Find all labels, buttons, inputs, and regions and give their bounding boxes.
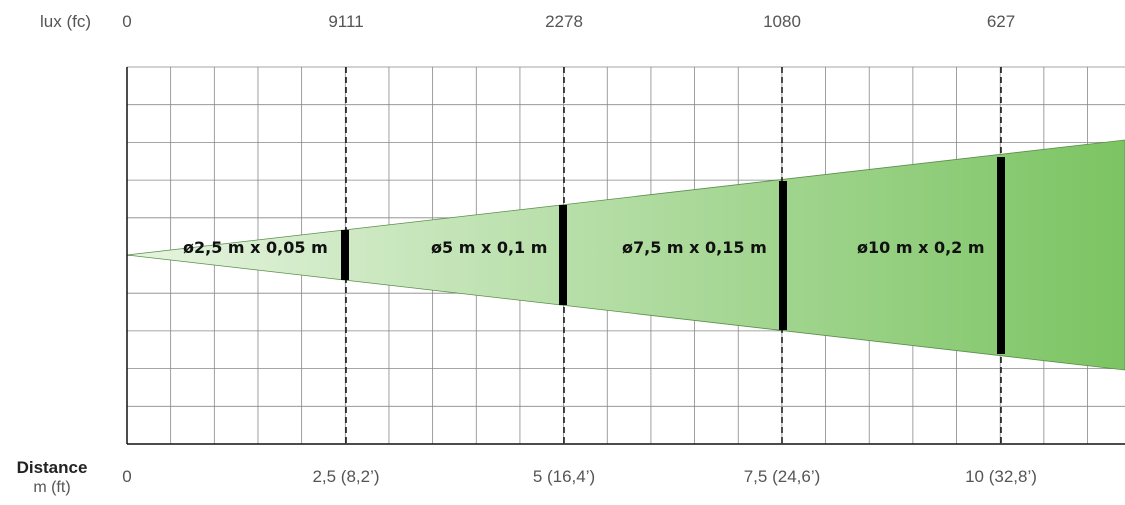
distance-value-1: 2,5 (8,2’) <box>312 467 380 486</box>
distance-title: Distance <box>16 458 88 477</box>
distance-value-2: 5 (16,4’) <box>532 467 596 486</box>
lux-value-0: 0 <box>122 12 132 31</box>
distance-unit: m (ft) <box>33 479 71 496</box>
beam-marker-10 <box>997 157 1005 354</box>
lux-value-4: 627 <box>986 12 1016 31</box>
beam-label-10: ø10 m x 0,2 m <box>857 238 985 257</box>
lux-axis-label: lux (fc) <box>40 12 91 31</box>
distance-value-4: 10 (32,8’) <box>965 467 1037 486</box>
beam-marker-2-5 <box>341 230 349 280</box>
beam-label-2-5: ø2,5 m x 0,05 m <box>183 238 328 257</box>
distance-value-3: 7,5 (24,6’) <box>743 467 821 486</box>
beam-marker-5 <box>559 205 567 305</box>
distance-axis-label: Distance m (ft) <box>0 458 104 498</box>
beam-marker-7-5 <box>779 181 787 330</box>
beam-label-5: ø5 m x 0,1 m <box>431 238 547 257</box>
distance-value-0: 0 <box>122 467 132 486</box>
lux-value-2: 2278 <box>545 12 583 31</box>
light-beam <box>126 139 1125 371</box>
lux-value-3: 1080 <box>763 12 801 31</box>
beam-label-7-5: ø7,5 m x 0,15 m <box>622 238 767 257</box>
lux-value-1: 9111 <box>328 12 364 31</box>
